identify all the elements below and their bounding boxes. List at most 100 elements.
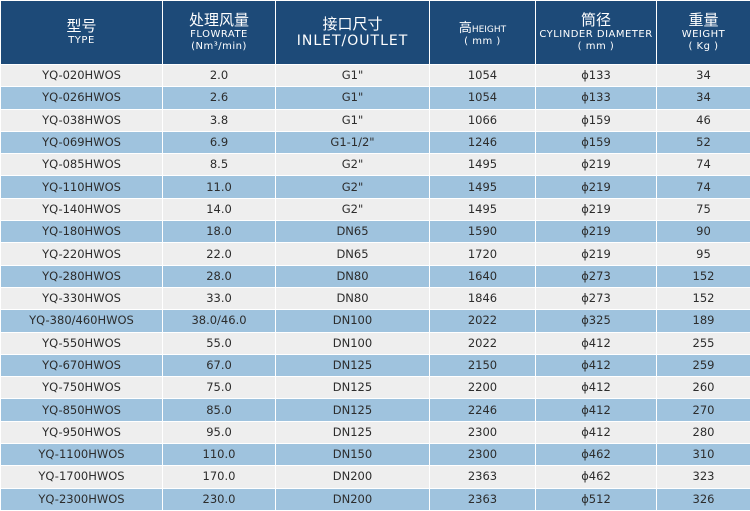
- header-flowrate-unit: (Nm³/min): [163, 41, 275, 53]
- cell-flowrate: 18.0: [163, 221, 276, 243]
- cell-type: YQ-140HWOS: [1, 198, 163, 220]
- cell-inlet: G2": [276, 176, 430, 198]
- cell-type: YQ-750HWOS: [1, 377, 163, 399]
- cell-height: 1495: [430, 198, 536, 220]
- cell-inlet: DN100: [276, 332, 430, 354]
- cell-diameter: ϕ133: [536, 87, 657, 109]
- cell-flowrate: 55.0: [163, 332, 276, 354]
- cell-inlet: DN100: [276, 310, 430, 332]
- cell-type: YQ-950HWOS: [1, 421, 163, 443]
- cell-height: 1495: [430, 176, 536, 198]
- cell-weight: 152: [657, 287, 750, 309]
- cell-inlet: DN80: [276, 265, 430, 287]
- header-flowrate-en: FLOWRATE: [163, 29, 275, 41]
- cell-weight: 75: [657, 198, 750, 220]
- cell-diameter: ϕ219: [536, 176, 657, 198]
- cell-weight: 74: [657, 176, 750, 198]
- cell-type: YQ-2300HWOS: [1, 488, 163, 510]
- cell-type: YQ-085HWOS: [1, 154, 163, 176]
- cell-weight: 326: [657, 488, 750, 510]
- cell-weight: 46: [657, 109, 750, 131]
- header-height: 高HEIGHT ( mm ): [430, 1, 536, 65]
- cell-flowrate: 95.0: [163, 421, 276, 443]
- cell-type: YQ-020HWOS: [1, 65, 163, 87]
- header-row: 型号 TYPE 处理风量 FLOWRATE (Nm³/min) 接口尺寸 INL…: [1, 1, 750, 65]
- cell-type: YQ-1700HWOS: [1, 466, 163, 488]
- cell-height: 2150: [430, 354, 536, 376]
- cell-type: YQ-670HWOS: [1, 354, 163, 376]
- cell-flowrate: 38.0/46.0: [163, 310, 276, 332]
- cell-diameter: ϕ412: [536, 354, 657, 376]
- cell-diameter: ϕ412: [536, 377, 657, 399]
- cell-height: 1640: [430, 265, 536, 287]
- cell-flowrate: 8.5: [163, 154, 276, 176]
- cell-diameter: ϕ462: [536, 444, 657, 466]
- cell-weight: 260: [657, 377, 750, 399]
- cell-flowrate: 3.8: [163, 109, 276, 131]
- cell-diameter: ϕ512: [536, 488, 657, 510]
- cell-height: 2246: [430, 399, 536, 421]
- cell-weight: 280: [657, 421, 750, 443]
- cell-flowrate: 2.0: [163, 65, 276, 87]
- cell-weight: 90: [657, 221, 750, 243]
- cell-type: YQ-330HWOS: [1, 287, 163, 309]
- cell-diameter: ϕ219: [536, 198, 657, 220]
- cell-type: YQ-110HWOS: [1, 176, 163, 198]
- cell-inlet: DN125: [276, 399, 430, 421]
- cell-flowrate: 11.0: [163, 176, 276, 198]
- cell-type: YQ-026HWOS: [1, 87, 163, 109]
- cell-diameter: ϕ412: [536, 332, 657, 354]
- cell-height: 1066: [430, 109, 536, 131]
- cell-diameter: ϕ325: [536, 310, 657, 332]
- cell-flowrate: 230.0: [163, 488, 276, 510]
- cell-height: 1846: [430, 287, 536, 309]
- header-height-label: 高HEIGHT: [459, 21, 506, 36]
- header-weight-zh: 重量: [657, 12, 750, 29]
- cell-type: YQ-180HWOS: [1, 221, 163, 243]
- cell-flowrate: 67.0: [163, 354, 276, 376]
- cell-diameter: ϕ412: [536, 421, 657, 443]
- header-type-zh: 型号: [1, 18, 162, 35]
- cell-weight: 270: [657, 399, 750, 421]
- header-weight: 重量 WEIGHT ( Kg ): [657, 1, 750, 65]
- header-flowrate: 处理风量 FLOWRATE (Nm³/min): [163, 1, 276, 65]
- cell-flowrate: 85.0: [163, 399, 276, 421]
- cell-inlet: DN65: [276, 243, 430, 265]
- cell-flowrate: 14.0: [163, 198, 276, 220]
- cell-inlet: DN125: [276, 354, 430, 376]
- header-type-en: TYPE: [1, 35, 162, 47]
- header-inlet: 接口尺寸 INLET/OUTLET: [276, 1, 430, 65]
- cell-diameter: ϕ219: [536, 243, 657, 265]
- header-type: 型号 TYPE: [1, 1, 163, 65]
- header-height-zh: 高: [459, 21, 472, 36]
- header-inlet-en: INLET/OUTLET: [276, 33, 429, 49]
- cell-inlet: DN65: [276, 221, 430, 243]
- cell-height: 1495: [430, 154, 536, 176]
- header-weight-unit: ( Kg ): [657, 41, 750, 53]
- cell-diameter: ϕ219: [536, 221, 657, 243]
- header-flowrate-zh: 处理风量: [163, 12, 275, 29]
- header-diameter-zh: 筒径: [536, 12, 656, 29]
- header-inlet-zh: 接口尺寸: [276, 16, 429, 33]
- cell-height: 2300: [430, 421, 536, 443]
- cell-flowrate: 110.0: [163, 444, 276, 466]
- cell-type: YQ-038HWOS: [1, 109, 163, 131]
- cell-type: YQ-069HWOS: [1, 131, 163, 153]
- cell-diameter: ϕ133: [536, 65, 657, 87]
- header-diameter-unit: ( mm ): [536, 41, 656, 53]
- cell-diameter: ϕ159: [536, 109, 657, 131]
- header-height-unit: ( mm ): [430, 36, 535, 48]
- cell-weight: 34: [657, 65, 750, 87]
- cell-flowrate: 6.9: [163, 131, 276, 153]
- cell-type: YQ-380/460HWOS: [1, 310, 163, 332]
